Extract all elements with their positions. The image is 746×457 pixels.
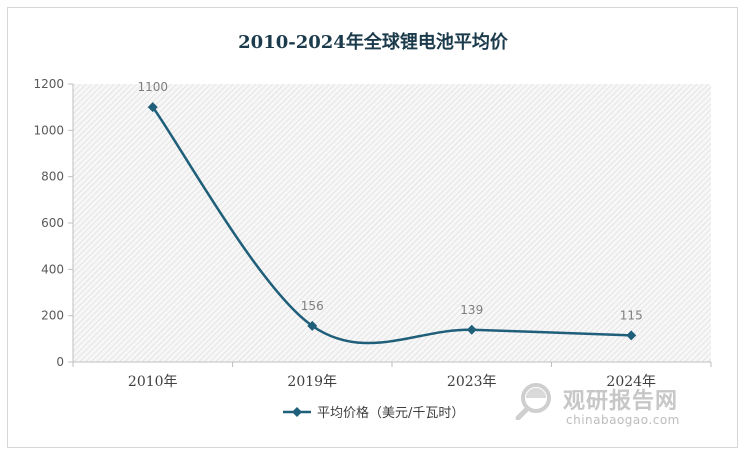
watermark-url: chinabaogao.com (566, 413, 680, 427)
data-point-marker (626, 330, 637, 341)
data-point-marker (147, 102, 158, 113)
x-tick-label: 2010年 (128, 374, 178, 390)
data-point-marker (307, 320, 318, 331)
y-tick-label: 1000 (33, 123, 64, 137)
watermark-name: 观研报告网 (563, 389, 679, 414)
chart-title: 2010-2024年全球锂电池平均价 (238, 32, 508, 53)
magnifier-logo-icon (515, 383, 551, 420)
data-label: 156 (301, 299, 324, 313)
data-label: 115 (620, 308, 643, 322)
y-tick-label: 800 (41, 170, 64, 184)
x-tick-label: 2024年 (606, 374, 656, 390)
data-label: 1100 (137, 80, 168, 94)
data-label: 139 (460, 303, 483, 317)
series-line (151, 106, 632, 345)
legend-label: 平均价格（美元/千瓦时） (317, 405, 464, 421)
y-tick-label: 1200 (33, 77, 64, 91)
x-tick-label: 2019年 (287, 374, 337, 390)
y-tick-label: 200 (41, 309, 64, 323)
y-tick-label: 0 (56, 355, 64, 369)
x-tick-label: 2023年 (447, 374, 497, 390)
data-point-marker (466, 324, 477, 335)
legend-marker-swatch (292, 407, 302, 417)
y-tick-label: 600 (41, 216, 64, 230)
y-tick-label: 400 (41, 262, 64, 276)
plot-area (73, 84, 711, 362)
